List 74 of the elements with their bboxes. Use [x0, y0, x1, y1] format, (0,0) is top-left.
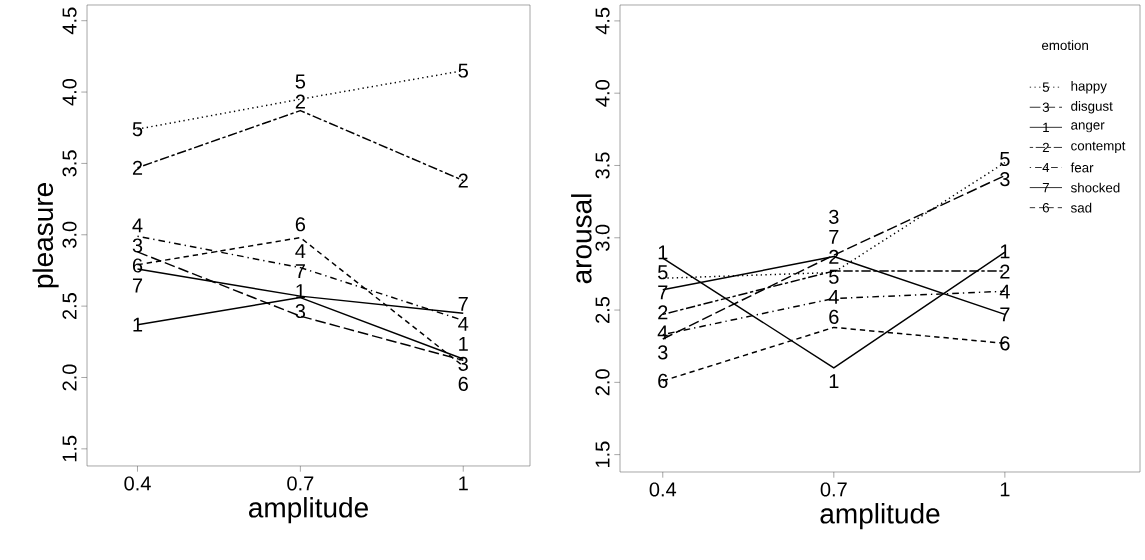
annotation: 7 — [132, 278, 143, 293]
annotation: 3 — [295, 303, 306, 319]
annotation: 3 — [1000, 172, 1010, 187]
legend-label: shocked — [1070, 182, 1120, 193]
y-tick-label: 1.5 — [62, 435, 77, 462]
text: 6 — [1042, 202, 1050, 213]
y-tick-label: 2.5 — [595, 296, 610, 323]
annotation: 1 — [1000, 244, 1010, 259]
annotation: 7 — [1000, 307, 1010, 322]
y-tick-label: 2.5 — [62, 293, 77, 320]
annotation: 3 — [657, 345, 668, 360]
annotation: 5 — [132, 122, 143, 137]
x-tick-label: 0.7 — [287, 476, 314, 491]
legend-title: emotion — [1041, 40, 1088, 51]
annotation: 7 — [458, 296, 468, 311]
legend-label: disgust — [1071, 101, 1113, 114]
annotation: 6 — [458, 376, 468, 391]
annotation: 5 — [658, 265, 668, 280]
annotation: 3 — [132, 238, 143, 253]
y-tick-label: 3.5 — [595, 152, 610, 179]
text: 5 — [1042, 82, 1050, 92]
annotation: 4 — [657, 325, 668, 340]
x-tick-label: 1 — [459, 476, 468, 491]
annotation: 2 — [458, 173, 468, 188]
annotation: 2 — [132, 160, 143, 175]
annotation: 6 — [1000, 336, 1010, 351]
y-tick-label: 1.5 — [595, 441, 610, 468]
y-axis-title: arousal — [571, 194, 592, 284]
y-tick-label: 4.0 — [595, 80, 610, 107]
annotation: 7 — [295, 264, 305, 278]
y-axis-title: pleasure — [32, 183, 59, 288]
legend-label: happy — [1071, 80, 1107, 94]
x-tick-label: 0.4 — [124, 476, 151, 491]
legend-label: anger — [1071, 122, 1105, 133]
y-tick-label: 3.0 — [62, 221, 77, 248]
annotation: 6 — [829, 309, 839, 324]
y-tick-label: 3.0 — [595, 224, 610, 251]
annotation: 1 — [829, 374, 839, 389]
annotation: 6 — [295, 217, 306, 232]
annotation: 4 — [458, 316, 469, 331]
annotation: 1 — [459, 336, 468, 351]
text: 4 — [1042, 162, 1050, 173]
x-axis-title: amplitude — [820, 503, 940, 530]
y-tick-label: 2.0 — [595, 369, 610, 396]
annotation: 5 — [829, 269, 839, 284]
annotation: 5 — [458, 63, 468, 78]
annotation: 2 — [295, 94, 305, 109]
annotation: 4 — [295, 244, 306, 258]
legend-label: sad — [1070, 202, 1092, 213]
y-tick-label: 4.5 — [595, 7, 610, 35]
annotation: 7 — [658, 285, 668, 300]
annotation: 5 — [295, 74, 306, 89]
y-tick-label: 4.5 — [62, 7, 77, 35]
annotation: 3 — [829, 209, 839, 224]
x-tick-label: 1 — [1000, 482, 1010, 497]
text: 2 — [1042, 142, 1049, 153]
annotation: 2 — [658, 305, 668, 320]
annotation: 6 — [658, 373, 668, 388]
x-tick-label: 0.7 — [820, 482, 847, 497]
x-tick-label: 0.4 — [649, 482, 677, 497]
annotation: 5 — [1000, 152, 1010, 167]
legend-label: fear — [1070, 162, 1094, 173]
y-tick-label: 4.0 — [62, 78, 77, 106]
annotation: 4 — [828, 289, 839, 304]
annotation: 1 — [658, 245, 668, 260]
annotation: 7 — [829, 229, 839, 244]
legend-label: contempt — [1071, 141, 1126, 154]
x-axis-title: amplitude — [249, 497, 368, 524]
y-tick-label: 2.0 — [62, 364, 77, 391]
annotation: 4 — [999, 284, 1010, 299]
y-tick-label: 3.5 — [62, 150, 77, 177]
annotation: 1 — [133, 317, 143, 332]
annotation: 4 — [132, 218, 143, 233]
annotation: 2 — [1000, 264, 1010, 279]
